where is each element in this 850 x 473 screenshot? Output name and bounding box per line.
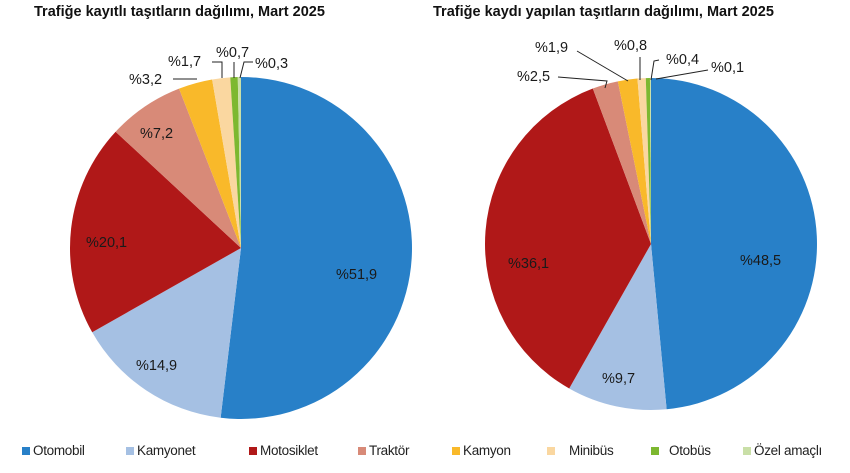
data-label-otobus: %0,4 [666,52,699,68]
pie-slice-kamyonet [569,244,667,410]
legend-label: Kamyonet [137,443,196,458]
leader-line [650,59,660,81]
legend-swatch [743,446,751,455]
legend-item-otomobil: Otomobil [22,443,85,458]
pie-slice-otomobil [651,78,817,410]
pie-slice-traktor [115,88,241,248]
pie-slice-minibus [637,78,651,244]
data-label-kamyonet: %9,7 [602,371,635,387]
data-label-ozel-amacli: %0,3 [255,56,288,72]
legend-item-otobus: Otobüs [651,443,711,458]
data-label-traktor: %7,2 [140,126,173,142]
legend: Otomobil Kamyonet Motosiklet Traktör Kam… [0,443,850,463]
pie-slice-kamyonet [92,248,241,418]
leader-line [212,61,223,78]
legend-item-kamyon: Kamyon [452,443,511,458]
pie-slice-kamyon [617,78,651,244]
data-label-minibus: %0,8 [614,38,647,54]
leader-line [655,69,709,80]
data-label-minibus: %1,7 [168,54,201,70]
pie-slice-motosiklet [70,131,241,333]
legend-label: Traktör [369,443,410,458]
legend-swatch [547,446,555,455]
data-label-traktor: %2,5 [517,69,550,85]
legend-swatch [358,446,366,455]
pie-slice-minibus [212,77,241,248]
legend-label: Minibüs [569,443,614,458]
legend-item-kamyonet: Kamyonet [126,443,196,458]
leader-line [239,61,253,79]
pie-slice-ozel-amacli [237,77,241,248]
legend-swatch [249,446,257,455]
leader-line [557,76,608,89]
data-label-motosiklet: %20,1 [86,235,127,251]
pie-chart-registered: %51,9 %14,9 %20,1 %7,2 %3,2 %1,7 %0,7 %0,3 [70,45,412,419]
legend-item-ozel-amacli: Özel amaçlı [743,443,822,458]
data-label-otobus: %0,7 [216,45,249,61]
legend-swatch [126,446,134,455]
legend-label: Kamyon [463,443,511,458]
legend-swatch [22,446,30,455]
legend-item-minibus: Minibüs [547,443,614,458]
data-label-kamyon: %1,9 [535,40,568,56]
data-label-otomobil: %48,5 [740,253,781,269]
pie-slice-otobus [230,77,241,248]
pie-slice-kamyon [179,79,241,248]
legend-item-motosiklet: Motosiklet [249,443,318,458]
pie-slice-traktor [592,81,651,245]
legend-label: Özel amaçlı [754,443,822,458]
leader-line [576,50,629,82]
legend-swatch [452,446,460,455]
chart-title-registered: Trafiğe kayıtlı taşıtların dağılımı, Mar… [34,4,325,20]
data-label-otomobil: %51,9 [336,267,377,283]
data-label-motosiklet: %36,1 [508,256,549,272]
legend-item-traktor: Traktör [358,443,409,458]
legend-label: Motosiklet [260,443,318,458]
pie-slice-otobus [645,78,651,245]
chart-title-newly-registered: Trafiğe kaydı yapılan taşıtların dağılım… [433,4,774,20]
legend-label: Otobüs [669,443,711,458]
pie-slice-motosiklet [484,88,651,389]
legend-swatch [651,446,659,455]
data-label-kamyon: %3,2 [129,72,162,88]
legend-label: Otomobil [33,443,85,458]
pie-chart-newly-registered: %48,5 %9,7 %36,1 %2,5 %1,9 %0,8 %0,4 %0,1 [484,38,817,410]
pie-slice-otomobil [220,77,412,419]
data-label-kamyonet: %14,9 [136,358,177,374]
data-label-ozel-amacli: %0,1 [711,60,744,76]
pie-slice-ozel-amacli [649,78,651,244]
